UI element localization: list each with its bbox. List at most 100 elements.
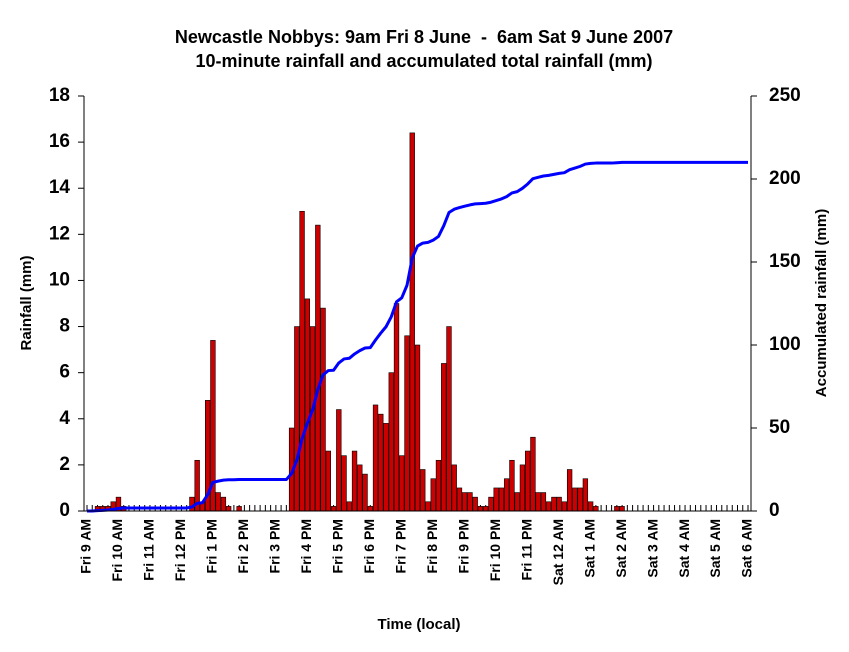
y-tick-label: 10 [49,269,70,290]
bar [566,469,573,512]
y-tick-label: 14 [49,177,71,198]
bar [582,478,589,512]
bar [357,464,363,512]
bar [509,459,515,512]
x-tick-label: Fri 10 AM [109,519,125,582]
x-tick-label: Sat 5 AM [707,519,723,578]
x-tick-label: Fri 9 AM [78,519,94,574]
bar [362,473,368,512]
x-tick-label: Fri 4 PM [298,519,314,573]
bar [225,506,232,512]
x-tick-label: Sat 2 AM [613,519,629,578]
bar [330,506,337,512]
x-tick-label: Sat 3 AM [644,519,660,578]
y2-axis-label: Accumulated rainfall (mm) [813,209,830,397]
y-tick-label: 4 [59,408,70,429]
bar [404,335,410,512]
x-axis-label: Time (local) [377,616,460,633]
bar [593,506,599,512]
bar [525,450,531,512]
y-tick-label: 2 [59,454,70,475]
y-tick-label: 18 [49,85,70,106]
x-tick-label: Sat 1 AM [581,519,597,578]
bar [545,501,552,512]
bar [530,436,536,512]
x-tick-label: Fri 9 PM [455,519,471,573]
bar [488,496,494,512]
bar [472,496,478,512]
bar [551,496,557,512]
bar [493,487,499,512]
y-tick-label: 0 [59,500,70,521]
x-tick-label: Fri 6 PM [361,519,377,573]
bar [325,450,331,512]
bar [341,455,347,512]
bar [535,492,541,512]
x-tick-label: Fri 8 PM [424,519,440,573]
bar [462,492,468,512]
bar [430,478,436,512]
bar [561,501,568,512]
bar [540,492,547,512]
bar [420,469,426,512]
bar [351,450,358,512]
x-tick-label: Fri 3 PM [267,519,283,573]
bar [409,132,415,512]
x-tick-label: Fri 11 AM [141,519,157,581]
x-tick-label: Sat 6 AM [739,519,755,578]
bar [315,224,321,512]
y2-tick-label: 100 [769,334,801,355]
bar [441,363,447,512]
bar [467,492,473,512]
bar [519,464,526,512]
y2-tick-label: 0 [769,500,780,521]
bar [372,404,379,512]
x-tick-label: Fri 10 PM [487,519,503,581]
bar [477,506,484,512]
x-tick-label: Sat 12 AM [550,519,566,585]
bar [483,506,489,512]
chart-subtitle: 10-minute rainfall and accumulated total… [195,51,652,71]
x-tick-label: Fri 11 PM [518,519,534,580]
x-tick-label: Fri 5 PM [330,519,346,573]
y2-tick-label: 50 [769,417,790,438]
bar [504,478,510,512]
y2-tick-label: 250 [769,85,801,106]
bar [220,496,227,512]
y-axis-label: Rainfall (mm) [18,255,35,350]
x-tick-label: Fri 12 PM [172,519,188,581]
line [87,160,748,513]
y2-tick-label: 200 [769,168,801,189]
bar [498,487,505,512]
bar [572,487,578,512]
bar [451,464,457,512]
x-tick-label: Sat 4 AM [676,519,692,578]
bar [378,413,384,512]
bar [456,487,463,512]
bar [393,303,400,512]
bar [294,326,300,512]
bar [346,501,352,512]
bar [614,506,620,512]
bar [435,459,442,512]
bar [299,210,305,512]
y2-tick-label: 150 [769,251,801,272]
x-tick-label: Fri 7 PM [392,519,408,573]
bar [514,492,520,512]
bar [388,372,394,512]
bar [587,501,594,512]
bar [236,506,242,512]
bar [215,492,221,512]
bar [425,501,431,512]
y-tick-label: 12 [49,223,70,244]
x-tick-label: Fri 1 PM [204,519,220,573]
bar [577,487,583,512]
bar [320,307,326,512]
bar [304,298,310,512]
bar [446,326,452,512]
bar [556,496,562,512]
bar [414,344,421,512]
bar [619,506,625,512]
